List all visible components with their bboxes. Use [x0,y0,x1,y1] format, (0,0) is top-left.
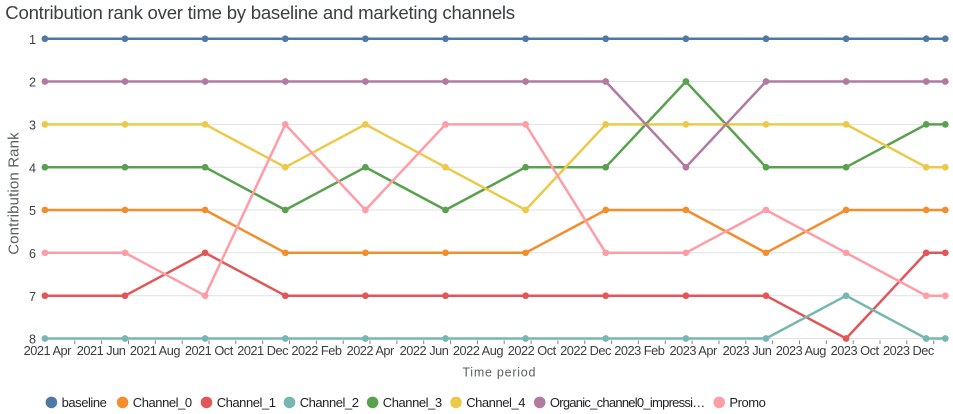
svg-text:2022 Aug: 2022 Aug [453,343,503,358]
svg-text:3: 3 [29,119,36,133]
svg-text:baseline: baseline [62,395,107,410]
svg-text:Time period: Time period [462,365,536,379]
svg-text:2023 Feb: 2023 Feb [614,343,664,358]
svg-text:5: 5 [29,204,36,218]
svg-text:2023 Apr: 2023 Apr [669,343,717,358]
svg-text:2022 Apr: 2022 Apr [347,343,395,358]
svg-text:7: 7 [29,290,36,304]
svg-text:2021 Aug: 2021 Aug [130,343,180,358]
svg-text:2023 Oct: 2023 Oct [831,343,880,358]
svg-text:2023 Dec: 2023 Dec [883,343,935,358]
svg-text:8: 8 [29,333,36,347]
svg-text:2023 Jun: 2023 Jun [723,343,772,358]
svg-text:Organic_channel0_impressi…: Organic_channel0_impressi… [550,395,705,410]
svg-text:Channel_1: Channel_1 [217,395,276,410]
svg-text:Channel_4: Channel_4 [466,395,525,410]
svg-text:4: 4 [29,161,36,175]
svg-text:6: 6 [29,247,36,261]
svg-text:Contribution Rank: Contribution Rank [5,132,22,255]
svg-text:Channel_2: Channel_2 [300,395,359,410]
svg-text:Promo: Promo [729,395,765,410]
svg-text:2022 Jun: 2022 Jun [400,343,449,358]
svg-text:2: 2 [29,76,36,90]
svg-text:2021 Oct: 2021 Oct [185,343,234,358]
svg-text:2023 Aug: 2023 Aug [776,343,826,358]
svg-text:2022 Feb: 2022 Feb [291,343,341,358]
svg-text:Channel_0: Channel_0 [133,395,192,410]
svg-text:1: 1 [29,33,36,47]
svg-text:2022 Oct: 2022 Oct [508,343,557,358]
svg-text:2021 Jun: 2021 Jun [77,343,126,358]
svg-text:2022 Dec: 2022 Dec [560,343,612,358]
svg-text:Channel_3: Channel_3 [383,395,442,410]
svg-text:2021 Dec: 2021 Dec [237,343,289,358]
svg-text:Contribution rank over time by: Contribution rank over time by baseline … [5,2,515,23]
svg-text:2021 Apr: 2021 Apr [24,343,72,358]
